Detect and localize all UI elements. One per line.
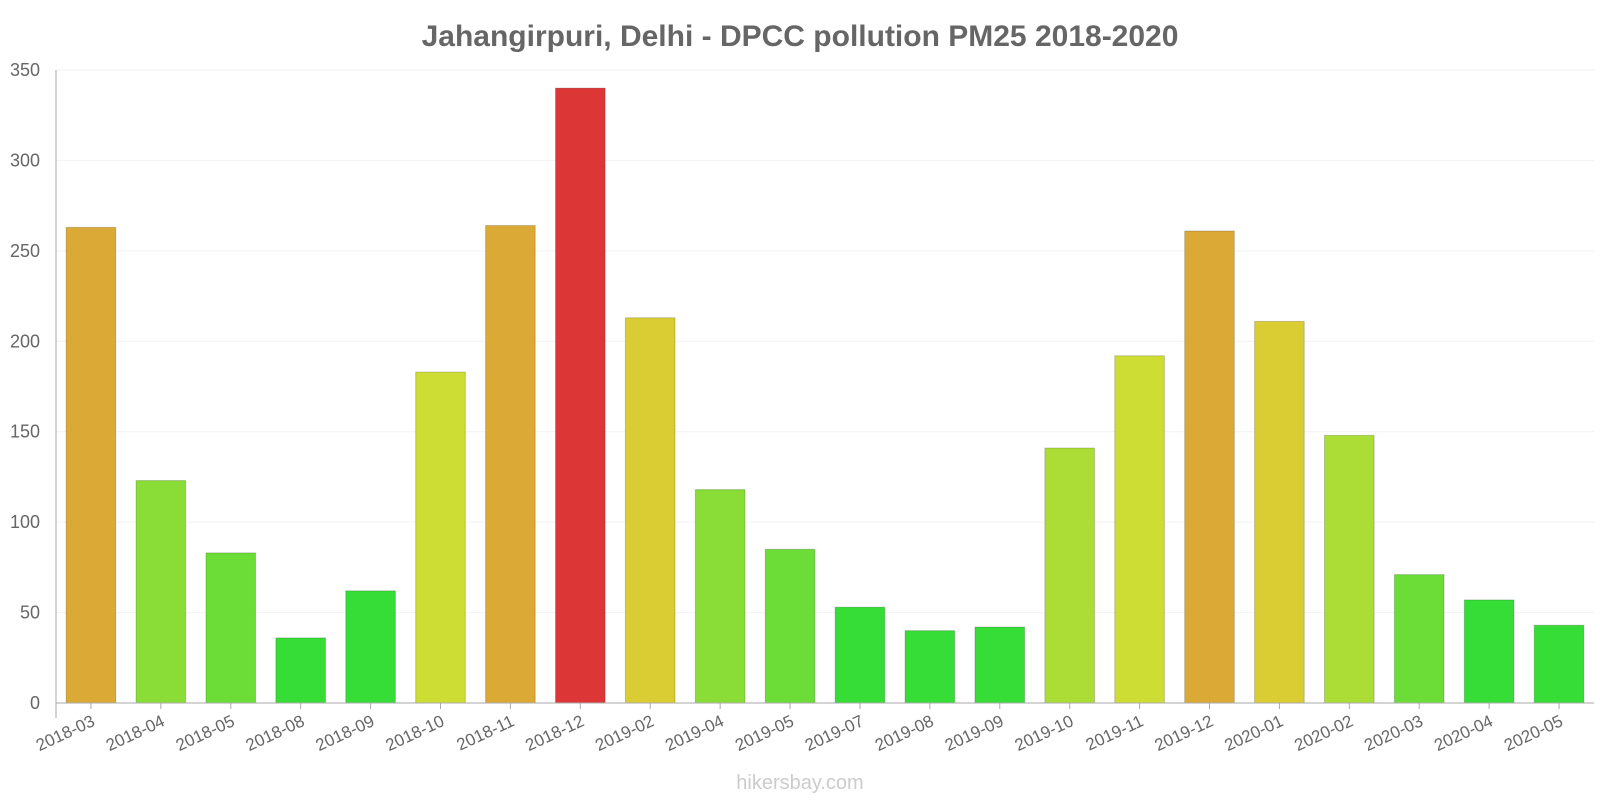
x-tick-label: 2018-08 xyxy=(243,711,308,755)
x-tick-label: 2018-09 xyxy=(313,711,378,755)
x-tick-label: 2019-08 xyxy=(872,711,937,755)
x-tick-label: 2019-09 xyxy=(942,711,1007,755)
bar-2019-09 xyxy=(974,626,1026,704)
y-tick-label: 250 xyxy=(10,241,40,261)
x-tick-label: 2018-12 xyxy=(522,711,587,755)
y-tick-label: 350 xyxy=(10,60,40,80)
y-axis-ticks: 0 50 100 150 200 250 300 350 xyxy=(10,60,40,713)
x-tick-label: 2019-07 xyxy=(802,711,867,755)
grid-lines xyxy=(56,69,1594,614)
x-tick-label: 2019-10 xyxy=(1012,711,1077,755)
y-tick-label: 50 xyxy=(20,603,40,623)
bar-2019-05 xyxy=(764,548,816,704)
bar-2018-03 xyxy=(65,226,117,704)
bar-2019-11 xyxy=(1114,355,1165,704)
x-tick-label: 2020-04 xyxy=(1431,711,1496,755)
x-tick-label: 2018-05 xyxy=(173,711,238,755)
x-tick-label: 2019-02 xyxy=(592,711,657,755)
bar-2019-04 xyxy=(694,489,746,704)
chart-title: Jahangirpuri, Delhi - DPCC pollution PM2… xyxy=(422,20,1179,53)
x-tick-label: 2018-03 xyxy=(33,711,98,755)
y-tick-label: 200 xyxy=(10,331,40,351)
y-tick-label: 300 xyxy=(10,150,40,170)
watermark-text: hikersbay.com xyxy=(736,772,863,794)
bar-2020-01 xyxy=(1254,320,1305,704)
bar-2020-02 xyxy=(1324,434,1375,704)
bar-2018-12 xyxy=(555,87,606,704)
bar-2018-09 xyxy=(345,590,396,704)
bar-2019-02 xyxy=(624,317,676,704)
bars xyxy=(65,87,1585,704)
y-tick-label: 0 xyxy=(30,693,40,713)
x-tick-label: 2020-02 xyxy=(1291,711,1356,755)
bar-2019-10 xyxy=(1044,447,1095,704)
bar-2018-10 xyxy=(415,371,466,704)
bar-2018-08 xyxy=(275,637,326,704)
x-tick-label: 2018-11 xyxy=(454,711,517,754)
bar-2019-08 xyxy=(904,630,956,704)
bar-2020-05 xyxy=(1533,624,1585,704)
x-tick-label: 2019-11 xyxy=(1083,711,1146,754)
x-tick-label: 2019-05 xyxy=(732,711,797,755)
x-tick-label: 2020-05 xyxy=(1501,711,1566,755)
bar-2020-03 xyxy=(1393,574,1445,704)
x-tick-label: 2019-04 xyxy=(662,711,727,755)
x-tick-label: 2020-01 xyxy=(1222,711,1287,755)
bar-2018-05 xyxy=(205,552,257,704)
x-tick-label: 2018-10 xyxy=(383,711,448,755)
bar-2018-04 xyxy=(135,480,187,704)
x-axis-ticks: 2018-03 2018-04 2018-05 2018-08 2018-09 2018-… xyxy=(33,703,1566,755)
x-tick-label: 2019-12 xyxy=(1152,711,1217,755)
bar-2019-12 xyxy=(1184,230,1235,704)
x-tick-label: 2018-04 xyxy=(103,711,168,755)
x-tick-label: 2020-03 xyxy=(1361,711,1426,755)
y-tick-label: 150 xyxy=(10,422,40,442)
bar-2019-07 xyxy=(834,606,886,704)
bar-2020-04 xyxy=(1463,599,1515,704)
y-tick-label: 100 xyxy=(10,512,40,532)
bar-2018-11 xyxy=(485,225,536,704)
